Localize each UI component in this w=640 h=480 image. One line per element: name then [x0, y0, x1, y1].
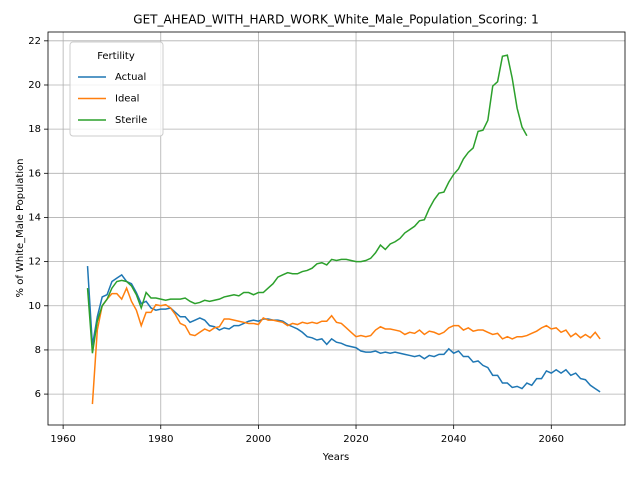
y-tick-label: 6 [35, 389, 41, 400]
plot-frame [47, 31, 626, 426]
y-tick-label: 16 [28, 168, 41, 179]
x-tick-label: 2040 [441, 434, 466, 445]
y-axis-label: % of White_Male Population [15, 159, 26, 298]
y-tick-label: 10 [28, 301, 41, 312]
x-tick-label: 1960 [50, 434, 75, 445]
data-line [91, 286, 601, 405]
x-tick-label: 2000 [246, 434, 271, 445]
chart-title: GET_AHEAD_WITH_HARD_WORK_White_Male_Popu… [133, 13, 538, 27]
legend-label: Ideal [115, 94, 139, 105]
y-tick-label: 22 [28, 36, 41, 47]
x-axis-label: Years [322, 452, 349, 463]
x-tick-label: 2060 [539, 434, 564, 445]
legend-label: Sterile [115, 115, 147, 126]
legend-box [69, 41, 164, 137]
y-tick-label: 20 [28, 80, 41, 91]
y-tick-label: 14 [28, 212, 41, 223]
legend-label: Actual [115, 72, 146, 83]
legend-title: Fertility [97, 51, 135, 62]
x-tick-label: 2020 [343, 434, 368, 445]
y-tick-label: 12 [28, 257, 41, 268]
x-tick-label: 1980 [148, 434, 173, 445]
y-tick-label: 8 [35, 345, 41, 356]
data-line [86, 54, 528, 354]
y-tick-label: 18 [28, 124, 41, 135]
